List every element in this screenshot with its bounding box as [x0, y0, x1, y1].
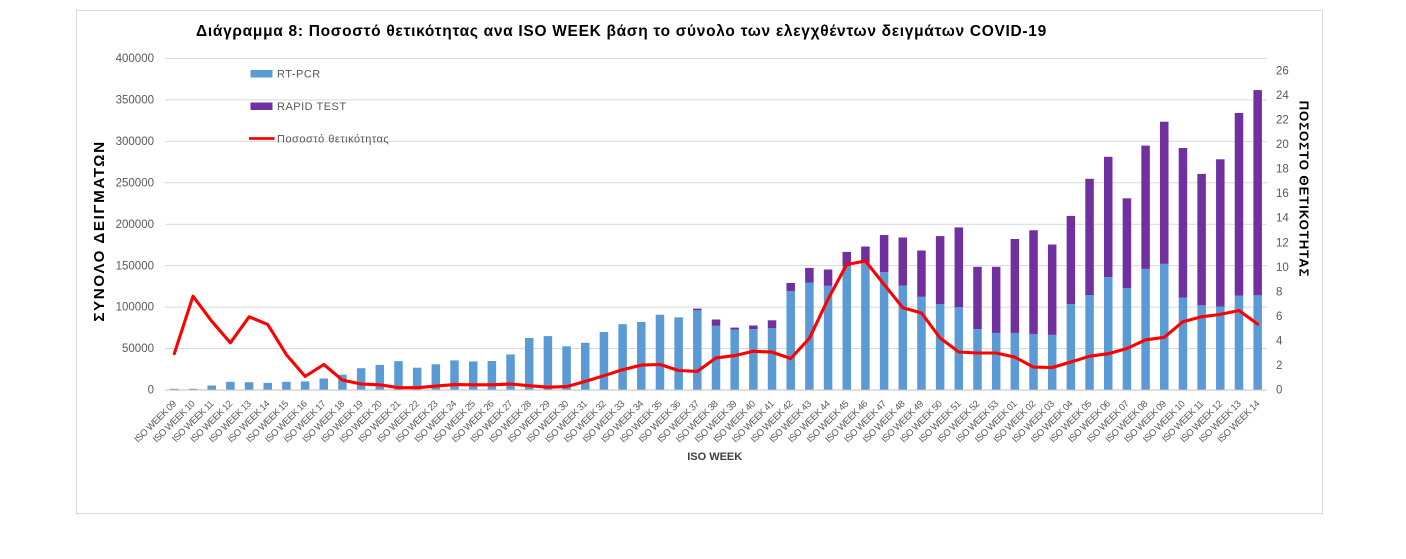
- svg-text:100000: 100000: [116, 302, 154, 314]
- svg-text:RT-PCR: RT-PCR: [277, 69, 321, 81]
- svg-text:2: 2: [1276, 360, 1282, 372]
- svg-text:10: 10: [1276, 262, 1289, 274]
- svg-text:50000: 50000: [122, 343, 154, 355]
- svg-text:24: 24: [1276, 90, 1289, 102]
- svg-text:0: 0: [1276, 385, 1282, 397]
- svg-text:16: 16: [1276, 188, 1289, 200]
- svg-text:200000: 200000: [116, 219, 154, 231]
- svg-text:RAPID TEST: RAPID TEST: [277, 101, 347, 113]
- svg-text:ISO WEEK: ISO WEEK: [687, 451, 742, 463]
- svg-text:Ποσοστό θετικότητας: Ποσοστό θετικότητας: [277, 134, 389, 146]
- svg-text:22: 22: [1276, 115, 1289, 127]
- svg-text:Διάγραμμα 8: Ποσοστό θετικότη: Διάγραμμα 8: Ποσοστό θετικότητας ανα ISO…: [196, 23, 1047, 40]
- svg-text:350000: 350000: [116, 95, 154, 107]
- svg-text:26: 26: [1276, 65, 1289, 77]
- svg-text:0: 0: [148, 385, 154, 397]
- svg-text:150000: 150000: [116, 260, 154, 272]
- svg-text:14: 14: [1276, 213, 1289, 225]
- svg-text:20: 20: [1276, 139, 1289, 151]
- svg-text:250000: 250000: [116, 177, 154, 189]
- svg-text:400000: 400000: [116, 53, 154, 65]
- svg-text:ΣΥΝΟΛΟ ΔΕΙΓΜΑΤΩΝ: ΣΥΝΟΛΟ ΔΕΙΓΜΑΤΩΝ: [91, 140, 108, 321]
- svg-text:18: 18: [1276, 164, 1289, 176]
- svg-text:300000: 300000: [116, 136, 154, 148]
- svg-text:8: 8: [1276, 286, 1282, 298]
- svg-text:ΠΟΣΟΣΤΟ ΘΕΤΙΚΟΤΗΤΑΣ: ΠΟΣΟΣΤΟ ΘΕΤΙΚΟΤΗΤΑΣ: [1297, 101, 1312, 278]
- svg-text:4: 4: [1276, 335, 1283, 347]
- svg-text:12: 12: [1276, 237, 1289, 249]
- svg-text:6: 6: [1276, 311, 1282, 323]
